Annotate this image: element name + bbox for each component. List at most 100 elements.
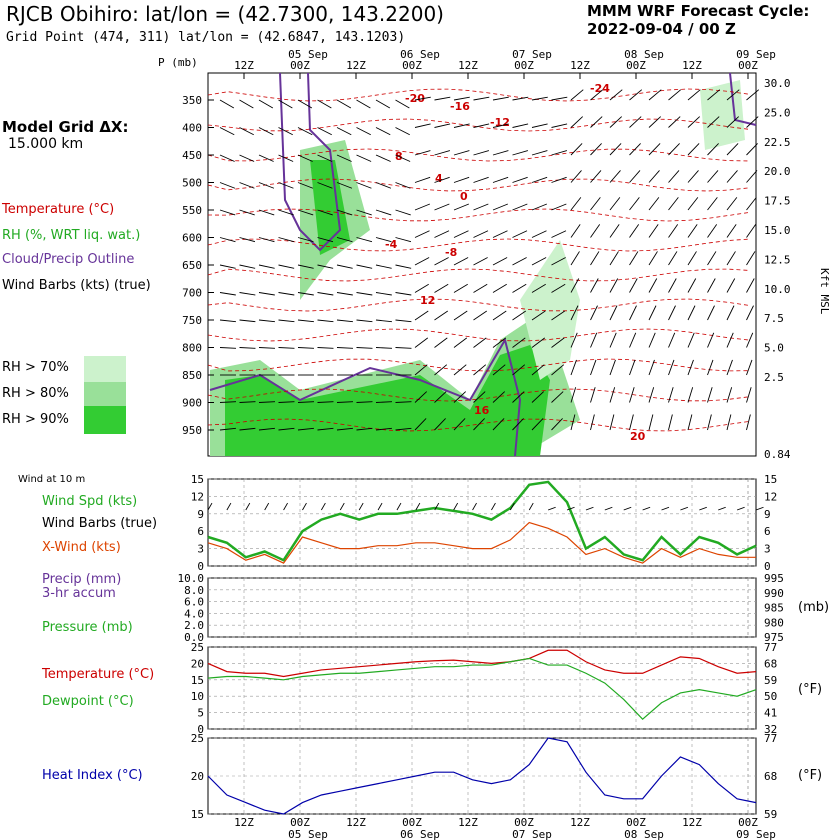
wind-barb	[317, 127, 332, 136]
wind-barb	[278, 347, 295, 349]
wind-barb	[356, 99, 371, 109]
wind-barb	[297, 319, 314, 323]
wind-barb	[434, 310, 449, 321]
wind-barb	[356, 401, 373, 403]
wind-barb	[375, 292, 392, 296]
wind-barb	[492, 310, 507, 321]
wind-barb	[609, 116, 623, 128]
wind-barb	[746, 305, 754, 321]
temperature-panel-series-0	[207, 649, 757, 678]
wind-barb	[395, 99, 410, 109]
rh90-swatch	[84, 406, 126, 434]
wind-barb	[239, 209, 255, 216]
wind-barb	[726, 143, 739, 156]
wind-barb	[707, 143, 719, 156]
wind-barb	[648, 224, 659, 238]
wind-barb	[590, 170, 602, 183]
wind-barb	[687, 197, 699, 211]
wind-barb	[707, 359, 714, 376]
wind-barb	[336, 182, 353, 189]
wind-barb	[219, 99, 235, 109]
wind-barb-10m	[718, 506, 726, 511]
wind-barb	[336, 237, 353, 243]
pressure-panel-ytick-right: 985	[764, 602, 784, 615]
wind-panel-series-1	[207, 521, 756, 564]
wind-barb	[648, 305, 657, 321]
wind-barb	[375, 209, 392, 216]
wind-barb	[297, 401, 315, 403]
wind-barb	[512, 364, 526, 376]
wind-barb	[687, 305, 696, 321]
wind-barb	[531, 418, 544, 431]
wind-barb	[668, 143, 680, 156]
pressure-tick-label: 900	[182, 397, 202, 410]
wind-barb-10m	[396, 502, 402, 511]
wind-barb	[492, 230, 508, 238]
wind-barb	[395, 427, 412, 431]
wind-barb	[317, 264, 334, 269]
wind-barb	[434, 150, 451, 156]
pressure-tick-label: 750	[182, 314, 202, 327]
temperature-panel-frame	[207, 646, 757, 730]
rh-shade-5	[700, 80, 745, 150]
wind-barb	[258, 99, 274, 109]
wind-barb	[453, 418, 466, 431]
wind-barb	[297, 237, 314, 243]
wind-barb	[317, 237, 334, 243]
time-tick-label-bottom: 00Z	[738, 816, 758, 829]
date-label-top: 09 Sep	[736, 48, 776, 61]
date-label-top: 07 Sep	[512, 48, 552, 61]
wind-barb	[297, 127, 313, 136]
wind-barb	[570, 414, 576, 431]
wind-barb	[746, 143, 758, 156]
wind-barb	[746, 116, 759, 128]
wind-barb	[668, 278, 677, 293]
wind-barb	[590, 359, 597, 376]
wind-barb	[746, 89, 760, 101]
wind-barb	[629, 89, 643, 101]
wind-barb	[551, 150, 568, 156]
wind-barb	[395, 347, 412, 349]
wind-barb	[375, 154, 391, 162]
wind-barb	[668, 224, 679, 238]
wind-barb	[453, 96, 470, 101]
pressure-panel-ytick-right: 975	[764, 631, 784, 644]
wind-barb	[219, 427, 236, 431]
heat-index-panel-frame	[207, 737, 757, 815]
height-tick-label: 2.5	[764, 371, 784, 384]
wind-barb	[531, 257, 547, 266]
wind-barb	[395, 182, 411, 189]
wind-barb	[239, 237, 256, 243]
wind-barb	[317, 347, 334, 349]
wind-barb	[414, 310, 429, 321]
wind-barb	[395, 401, 412, 403]
wind-barb	[668, 251, 678, 266]
wind-barb	[726, 332, 734, 348]
temperature-panel-ytick-right: 41	[764, 707, 777, 720]
pressure-tick-label: 500	[182, 177, 202, 190]
temperature-contour-6	[207, 268, 749, 282]
legend-rh90: RH > 90%	[2, 412, 69, 427]
wind-barb	[453, 123, 470, 128]
wind-barb	[570, 278, 580, 293]
wind-barb	[356, 427, 373, 431]
wind-barb	[531, 203, 548, 211]
wind-barb	[570, 251, 580, 266]
time-tick-label-top: 00Z	[738, 59, 758, 72]
wind-barb	[492, 391, 506, 403]
wind-barb	[278, 319, 295, 323]
wind-barb	[278, 154, 294, 162]
wind-barb	[531, 230, 547, 238]
wind-barb	[258, 154, 274, 162]
wind-barb	[473, 337, 487, 348]
pressure-tick-label: 650	[182, 259, 202, 272]
wind-barb	[453, 364, 467, 376]
wind-barb	[278, 401, 295, 403]
temperature-contour-9	[207, 358, 749, 372]
wind-barb	[629, 197, 640, 211]
wind-barb-10m	[472, 502, 477, 511]
wind-barb	[726, 305, 735, 321]
wind-barb	[278, 99, 293, 109]
wind-barb	[531, 123, 548, 128]
time-tick-label-top: 00Z	[290, 59, 310, 72]
